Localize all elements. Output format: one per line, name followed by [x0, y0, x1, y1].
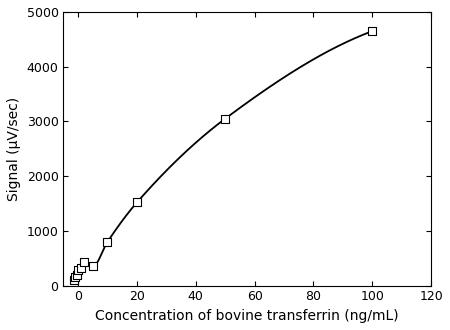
Point [70, 278, 77, 283]
Point [221, 116, 229, 121]
Point [73, 272, 80, 277]
Point [89, 264, 96, 269]
Point [369, 28, 376, 34]
Point [72, 275, 79, 280]
Point [81, 259, 88, 264]
Point [104, 239, 111, 245]
Point [77, 265, 85, 271]
Y-axis label: Signal (μV/sec): Signal (μV/sec) [7, 97, 21, 201]
Point [133, 200, 140, 205]
Point [74, 268, 81, 273]
X-axis label: Concentration of bovine transferrin (ng/mL): Concentration of bovine transferrin (ng/… [95, 309, 399, 323]
